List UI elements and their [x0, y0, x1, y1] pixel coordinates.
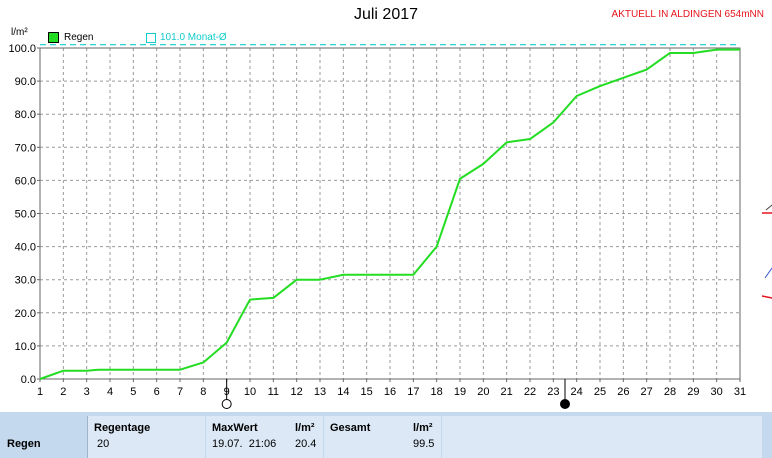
y-tick-label: 40.0: [15, 242, 36, 254]
rain-chart: 0.0 10.0 20.0 30.0 40.0 50.0 60.0 70.0 80.0 90.0 1…: [8, 43, 772, 409]
y-tick-label: 100.0: [8, 43, 36, 55]
x-tick-label: 12: [291, 386, 303, 398]
x-tick-label: 14: [337, 386, 349, 398]
moon-full-icon: [560, 399, 570, 409]
x-tick-label: 16: [384, 386, 396, 398]
x-tick-label: 13: [314, 386, 326, 398]
x-tick-label: 8: [200, 386, 206, 398]
x-tick-label: 1: [37, 386, 43, 398]
maxwert-cell: [206, 416, 323, 458]
maxwert-time: 19.07. 21:06: [212, 438, 277, 450]
y-tick-label: 20.0: [15, 308, 36, 320]
legend-rain-swatch: [48, 32, 59, 43]
panel-separator: [87, 416, 88, 458]
legend-month-average: 101.0 Monat-Ø: [146, 32, 227, 43]
x-tick-label: 26: [617, 386, 629, 398]
regentage-cell: [88, 416, 205, 458]
x-tick-labels: 1234567891011121314151617181920212223242…: [37, 379, 746, 398]
x-tick-label: 4: [107, 386, 113, 398]
x-tick-label: 2: [60, 386, 66, 398]
station-label: AKTUELL IN ALDINGEN 654mNN: [611, 9, 764, 20]
chart-title: Juli 2017: [353, 6, 419, 23]
gesamt-unit: l/m²: [413, 422, 433, 434]
y-unit-label: l/m²: [11, 27, 28, 38]
x-tick-label: 19: [454, 386, 466, 398]
empty-cell: [442, 416, 762, 458]
regentage-value: 20: [97, 438, 110, 450]
y-tick-label: 70.0: [15, 142, 36, 154]
y-tick-label: 50.0: [15, 209, 36, 221]
x-tick-label: 25: [594, 386, 606, 398]
x-tick-label: 22: [524, 386, 536, 398]
chart-grid: [39, 47, 741, 380]
y-tick-label: 60.0: [15, 175, 36, 187]
x-tick-label: 23: [547, 386, 559, 398]
maxwert-header: MaxWert: [212, 422, 258, 434]
moon-empty-icon: [221, 399, 232, 409]
y-tick-labels: 0.0 10.0 20.0 30.0 40.0 50.0 60.0 70.0 80.0 90.0 1…: [8, 43, 40, 386]
gesamt-header: Gesamt: [330, 422, 371, 434]
series-layer: [39, 44, 740, 380]
series-line-rain: [39, 48, 740, 380]
y-tick-label: 30.0: [15, 275, 36, 287]
x-tick-label: 31: [734, 386, 746, 398]
gesamt-value: 99.5: [413, 438, 435, 450]
right-edge-fragments: [761, 204, 772, 299]
x-tick-label: 7: [177, 386, 183, 398]
x-tick-label: 5: [130, 386, 136, 398]
y-tick-label: 10.0: [15, 341, 36, 353]
x-tick-label: 11: [268, 386, 279, 398]
stats-row-label: Regen: [7, 438, 41, 450]
x-tick-label: 18: [431, 386, 443, 398]
x-tick-label: 21: [501, 386, 513, 398]
legend-month-label: 101.0 Monat-Ø: [160, 32, 227, 43]
stats-panel: Regen Regentage 20 MaxWert l/m² 19.07. 2…: [0, 412, 772, 458]
y-tick-label: 80.0: [15, 109, 36, 121]
x-tick-label: 24: [571, 386, 583, 398]
y-tick-label: 90.0: [15, 76, 36, 88]
x-tick-label: 20: [477, 386, 489, 398]
maxwert-unit: l/m²: [295, 422, 315, 434]
regentage-header: Regentage: [94, 422, 151, 434]
moon-phase-markers: [221, 379, 570, 409]
x-tick-label: 15: [361, 386, 373, 398]
x-tick-label: 28: [664, 386, 676, 398]
gesamt-cell: [324, 416, 441, 458]
x-tick-label: 3: [84, 386, 90, 398]
legend-month-swatch: [146, 32, 156, 43]
x-tick-label: 30: [711, 386, 723, 398]
y-tick-label: 0.0: [21, 374, 36, 386]
x-tick-label: 17: [407, 386, 419, 398]
x-tick-label: 29: [687, 386, 699, 398]
x-tick-label: 10: [244, 386, 256, 398]
x-tick-label: 6: [154, 386, 160, 398]
maxwert-value: 20.4: [295, 438, 317, 450]
x-tick-label: 27: [641, 386, 653, 398]
legend-rain-label: Regen: [64, 32, 94, 43]
legend-rain: Regen: [48, 32, 93, 43]
